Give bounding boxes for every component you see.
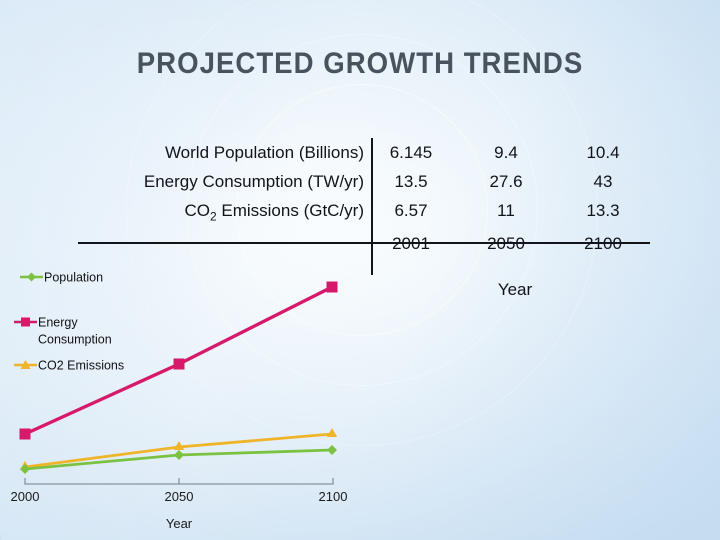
table-vertical-rule: [371, 138, 373, 275]
legend-item-co2-emissions: CO2 Emissions: [14, 359, 124, 373]
cell-energy-2001: 13.5: [394, 171, 428, 191]
data-point-co2-2100: [326, 428, 338, 437]
cell-co2-2001: 6.57: [394, 200, 428, 220]
legend-label-population: Population: [44, 271, 103, 285]
row-label-co2-rest: Emissions (GtC/yr): [216, 200, 364, 220]
cell-population-2100: 10.4: [586, 142, 620, 162]
diamond-marker-icon: [27, 272, 36, 282]
cell-population-2001: 6.145: [389, 142, 433, 162]
chart-svg: Population Energy Consumption CO2 Emissi…: [11, 271, 348, 532]
square-marker-icon: [21, 317, 30, 327]
table-year-caption: Year: [497, 280, 533, 299]
growth-line-chart: Population Energy Consumption CO2 Emissi…: [0, 262, 380, 540]
table-horizontal-rule: [78, 242, 650, 245]
data-point-population-2001: [20, 464, 30, 474]
table-row: World Population (Billions) 6.145 9.4 10…: [78, 138, 652, 167]
row-label-co2-emissions: CO2 Emissions (GtC/yr): [78, 196, 364, 225]
data-point-population-2100: [327, 445, 337, 455]
projection-table: World Population (Billions) 6.145 9.4 10…: [78, 138, 652, 260]
slide-title: PROJECTED GROWTH TRENDS: [136, 47, 584, 80]
row-label-co2-subscript: 2: [209, 208, 217, 223]
data-point-energy-2050: [173, 358, 185, 370]
legend-label-consumption: Consumption: [38, 333, 112, 347]
cell-population-2050: 9.4: [494, 142, 518, 162]
data-point-energy-2100: [326, 281, 338, 293]
x-axis-label-2100: 2100: [319, 489, 348, 504]
legend-item-population: Population: [20, 271, 103, 285]
data-point-population-2050: [174, 450, 184, 460]
cell-energy-2100: 43: [593, 171, 613, 191]
x-axis-label-2050: 2050: [165, 489, 194, 504]
x-axis-title: Year: [166, 516, 193, 531]
row-label-co2-main: CO: [184, 200, 210, 220]
data-point-co2-2050: [173, 441, 185, 450]
legend-item-energy-consumption: Energy Consumption: [14, 316, 112, 347]
cell-co2-2050: 11: [497, 200, 515, 220]
table-row: Energy Consumption (TW/yr) 13.5 27.6 43: [78, 167, 652, 196]
triangle-marker-icon: [20, 360, 31, 369]
row-label-population: World Population (Billions): [164, 142, 364, 162]
cell-energy-2050: 27.6: [489, 171, 523, 191]
data-point-energy-2001: [19, 428, 31, 440]
x-axis-label-2000: 2000: [11, 489, 40, 504]
legend-label-co2-emissions: CO2 Emissions: [38, 359, 124, 373]
series-energy-consumption: [19, 281, 338, 440]
series-population: [20, 445, 337, 474]
data-table: World Population (Billions) 6.145 9.4 10…: [78, 138, 652, 299]
chart-legend: Population Energy Consumption CO2 Emissi…: [14, 271, 124, 373]
legend-label-energy: Energy: [38, 316, 78, 330]
table-row: CO2 Emissions (GtC/yr) 6.57 11 13.3: [78, 196, 652, 225]
series-co2-emissions: [19, 428, 338, 470]
row-label-energy-consumption: Energy Consumption (TW/yr): [143, 171, 364, 191]
chart-x-axis: 2000 2050 2100 Year: [11, 478, 348, 531]
cell-co2-2100: 13.3: [586, 200, 620, 220]
